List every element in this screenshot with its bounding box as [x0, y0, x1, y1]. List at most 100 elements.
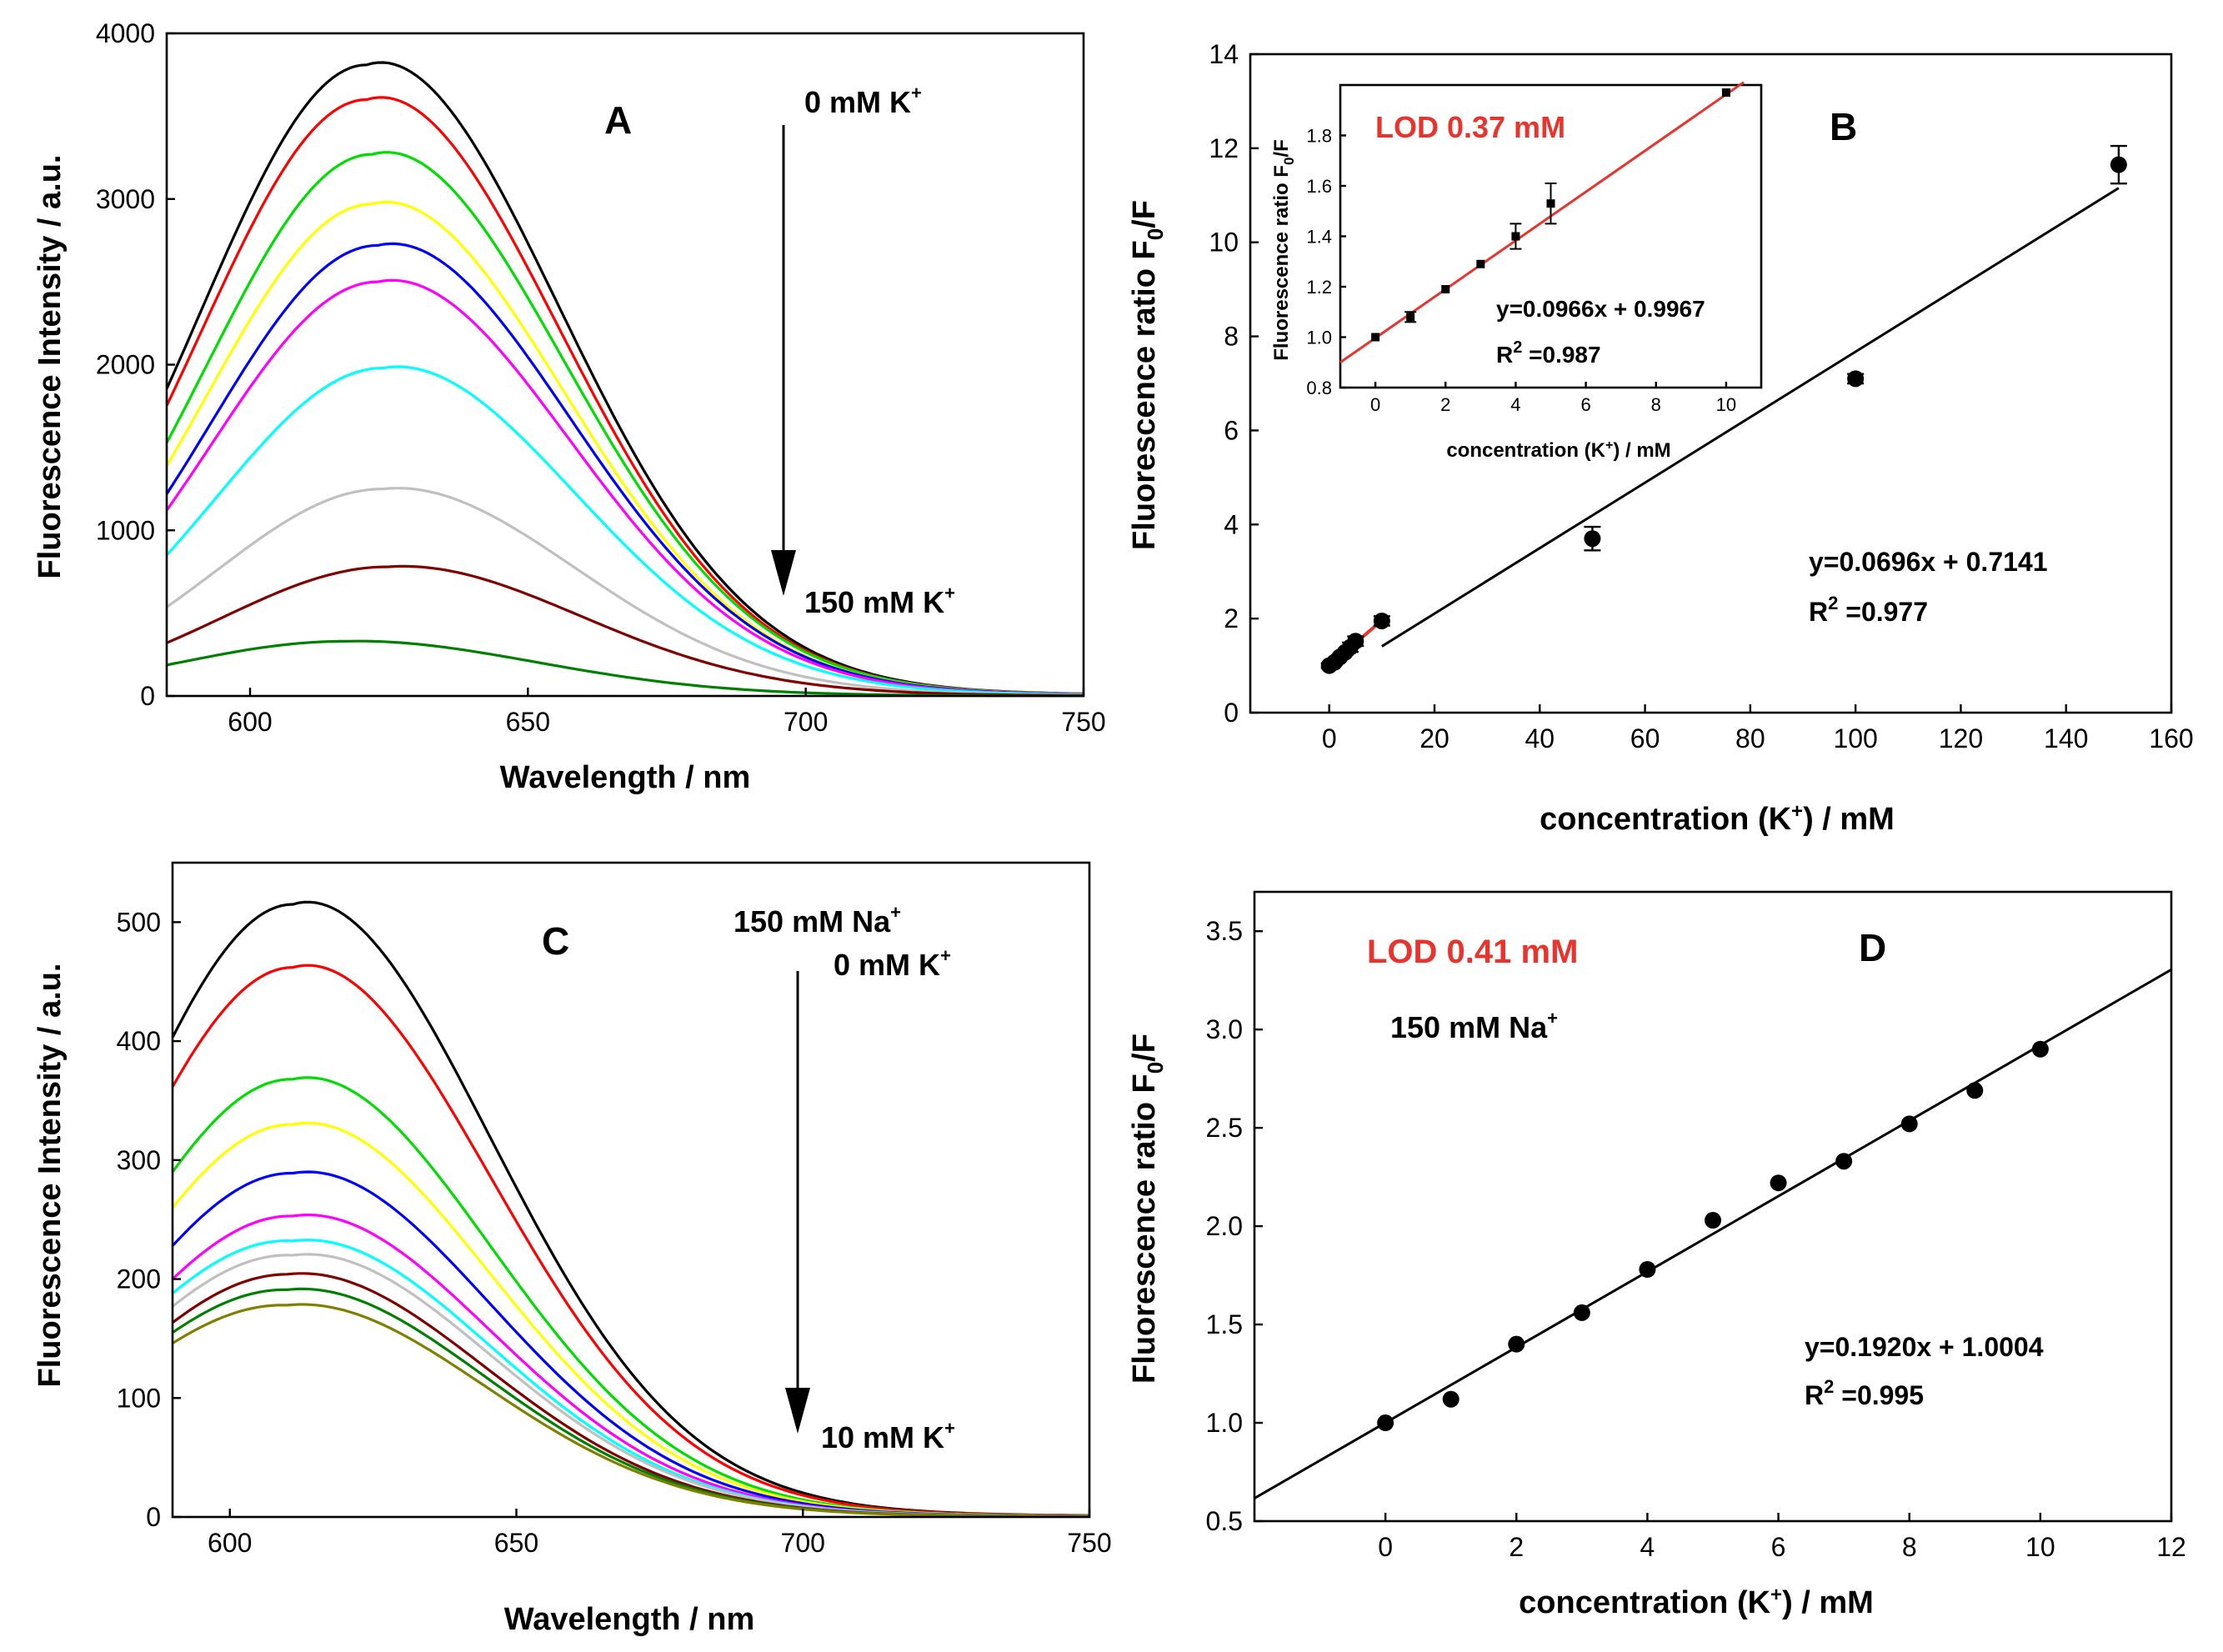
inset-xtick-label: 6 — [1580, 394, 1590, 415]
inset-ytick-label: 1.4 — [1306, 227, 1332, 248]
panel-a-series-line-4 — [165, 201, 1084, 696]
panel-c-ytick-label: 300 — [117, 1145, 161, 1175]
panel-d-label: D — [1859, 926, 1886, 969]
inset-xtick-label: 2 — [1440, 394, 1450, 415]
panel-c-annotation-top2: 0 mM K+ — [834, 945, 951, 982]
panel-a-xtick-label: 600 — [228, 707, 272, 737]
panel-c-ytick-label: 200 — [117, 1264, 161, 1294]
panel-a-xtick-label: 650 — [506, 707, 550, 737]
panel-a-series-line-9 — [166, 564, 1084, 697]
panel-d-xtick-label: 8 — [1902, 1532, 1917, 1562]
panel-c-series-line-10 — [172, 1287, 1089, 1518]
panel-c-ticks: 600 650 700 750 0 100 200 300 400 500 — [117, 907, 1112, 1558]
panel-b-inset: 0 2 4 6 8 10 0.8 1.0 1.2 1.4 1.6 1.8 LOD 0.37 mM y=… — [1270, 81, 1763, 462]
inset-ytick-label: 1.2 — [1306, 277, 1332, 298]
panel-d-ticks: 0 2 4 6 8 10 12 0.5 1.0 1.5 2.0 2.5 3.0 3.5 — [1206, 916, 2186, 1562]
panel-b-data-point — [1584, 530, 1601, 548]
panel-b-xtick-label: 120 — [1939, 723, 1983, 753]
panel-c-xtick-label: 750 — [1067, 1528, 1111, 1558]
panel-b-xtick-label: 40 — [1525, 723, 1555, 753]
panel-c-series-line-9 — [172, 1272, 1089, 1518]
panel-d-data-point — [1442, 1390, 1459, 1408]
panel-d-r2: R2 =0.995 — [1805, 1376, 1924, 1410]
panel-a-xtick-label: 750 — [1061, 707, 1105, 737]
panel-b-ytick-label: 10 — [1209, 228, 1239, 258]
panel-b-xtick-label: 20 — [1419, 723, 1449, 753]
panel-c-ytick-label: 400 — [117, 1026, 161, 1056]
panel-b-ytick-label: 8 — [1224, 322, 1239, 352]
inset-lod: LOD 0.37 mM — [1375, 110, 1565, 144]
inset-ytick-label: 0.8 — [1306, 378, 1332, 398]
panel-a-ytick-label: 2000 — [96, 350, 155, 380]
inset-ytick-label: 1.6 — [1306, 176, 1332, 197]
panel-d-data-point — [1639, 1261, 1656, 1278]
inset-equation: y=0.0966x + 0.9967 — [1496, 296, 1705, 322]
panel-b-xtick-label: 100 — [1833, 723, 1877, 753]
panel-d-ytick-label: 2.0 — [1206, 1211, 1243, 1241]
inset-xtick-label: 10 — [1716, 394, 1736, 415]
panel-c-series-line-6 — [171, 1214, 1090, 1518]
panel-d-ytick-label: 0.5 — [1206, 1506, 1243, 1536]
panel-a-ytick-label: 4000 — [96, 18, 155, 48]
panel-d-data-point — [1573, 1304, 1590, 1321]
panel-c-ytick-label: 0 — [146, 1502, 161, 1532]
panel-d-data-point — [2031, 1040, 2049, 1058]
panel-c: 600 650 700 750 0 100 200 300 400 500 C 150 mM Na… — [33, 861, 1112, 1637]
panel-d-fit-line — [1254, 969, 2172, 1499]
panel-b-xtick-label: 140 — [2044, 723, 2088, 753]
panel-b-xtick-label: 0 — [1322, 723, 1337, 753]
panel-c-series-line-11 — [172, 1303, 1089, 1518]
panel-b-data-point — [1347, 633, 1364, 650]
panel-d-data-point — [1705, 1212, 1721, 1229]
panel-d-ytick-label: 3.5 — [1206, 916, 1243, 946]
inset-data-point — [1371, 333, 1380, 342]
panel-a-ylabel: Fluorescence Intensity / a.u. — [33, 155, 68, 579]
inset-xtick-label: 4 — [1510, 394, 1520, 415]
panel-b-ytick-label: 0 — [1224, 698, 1239, 728]
panel-c-ylabel: Fluorescence Intensity / a.u. — [33, 964, 68, 1388]
panel-d-equation: y=0.1920x + 1.0004 — [1805, 1332, 2044, 1362]
panel-d-xtick-label: 12 — [2156, 1532, 2186, 1562]
panel-c-xtick-label: 650 — [494, 1528, 538, 1558]
panel-b-label: B — [1830, 105, 1857, 148]
panel-d-data-point — [1835, 1153, 1853, 1170]
panel-d: 0 2 4 6 8 10 12 0.5 1.0 1.5 2.0 2.5 3.0 3.5 D LOD 0.4… — [1127, 890, 2186, 1620]
panel-b-data-point — [1847, 370, 1865, 388]
panel-d-data-point — [1966, 1082, 1984, 1099]
panel-a-series-line-5 — [165, 242, 1084, 696]
panel-a-series-line-7 — [165, 365, 1084, 697]
panel-d-ytick-label: 1.5 — [1206, 1309, 1243, 1339]
panel-d-data-point — [1770, 1174, 1787, 1192]
panel-a-arrowhead — [771, 550, 796, 596]
panel-c-xtick-label: 600 — [208, 1528, 252, 1558]
panel-b-ytick-label: 14 — [1209, 39, 1239, 69]
inset-xtick-label: 0 — [1370, 394, 1380, 415]
panel-d-xtick-label: 0 — [1378, 1532, 1393, 1562]
inset-data-point — [1406, 313, 1415, 322]
panel-a-ticks: 600 650 700 750 0 1000 2000 3000 4000 — [96, 18, 1106, 737]
panel-c-label: C — [542, 919, 569, 963]
panel-b-ytick-label: 2 — [1224, 603, 1239, 633]
inset-ytick-label: 1.0 — [1306, 328, 1332, 348]
panel-a-ytick-label: 0 — [140, 681, 155, 711]
panel-c-xlabel: Wavelength / nm — [504, 1602, 755, 1637]
panel-b-ytick-label: 4 — [1224, 509, 1239, 539]
panel-a-xtick-label: 700 — [784, 707, 828, 737]
panel-d-data-point — [1900, 1115, 1918, 1133]
panel-d-ylabel: Fluorescence ratio F0/F — [1127, 1034, 1168, 1384]
panel-b-fit-line — [1381, 187, 2120, 648]
panel-d-data-point — [1508, 1335, 1525, 1353]
panel-c-ytick-label: 500 — [117, 907, 161, 937]
panel-d-xtick-label: 10 — [2025, 1532, 2055, 1562]
inset-r2: R2 =0.987 — [1496, 338, 1601, 368]
panel-d-ytick-label: 3.0 — [1206, 1014, 1243, 1044]
panel-d-data-point — [1377, 1414, 1394, 1432]
panel-c-series-line-8 — [172, 1253, 1090, 1518]
panel-b-xtick-label: 80 — [1735, 723, 1765, 753]
panel-d-frame — [1253, 890, 2173, 1523]
inset-data-point — [1476, 259, 1485, 268]
